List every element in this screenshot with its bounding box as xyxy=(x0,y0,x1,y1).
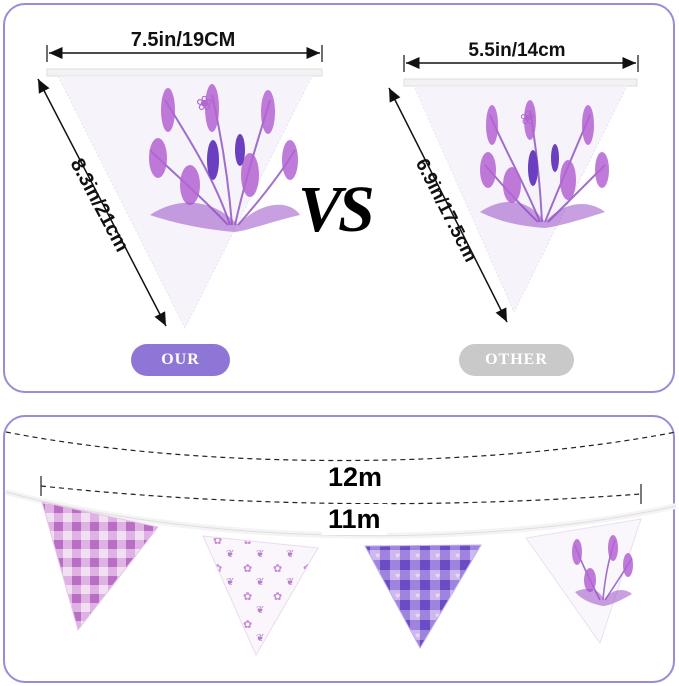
flag-pink-gingham xyxy=(41,501,159,632)
our-width-dimension: 7.5in/19CM xyxy=(46,27,323,62)
our-badge: OUR xyxy=(131,344,230,376)
total-length-label: 12m xyxy=(322,462,389,493)
other-badge: OTHER xyxy=(459,344,574,376)
svg-text:❀: ❀ xyxy=(196,91,213,115)
other-width-label: 5.5in/14cm xyxy=(468,40,565,61)
twelve-meter-dashed-line xyxy=(5,431,677,462)
svg-text:❀: ❀ xyxy=(520,108,535,129)
flag-lavender-floral xyxy=(525,518,642,645)
eleven-meter-dimension xyxy=(40,476,642,505)
banner-string xyxy=(5,489,677,539)
our-width-label: 7.5in/19CM xyxy=(131,29,235,51)
vs-label: VS xyxy=(298,173,375,246)
flag-length-label: 11m xyxy=(322,504,387,535)
flag-purple-gingham-hearts xyxy=(364,544,482,650)
other-width-dimension: 5.5in/14cm xyxy=(403,38,639,72)
flag-butterflies xyxy=(202,535,319,657)
